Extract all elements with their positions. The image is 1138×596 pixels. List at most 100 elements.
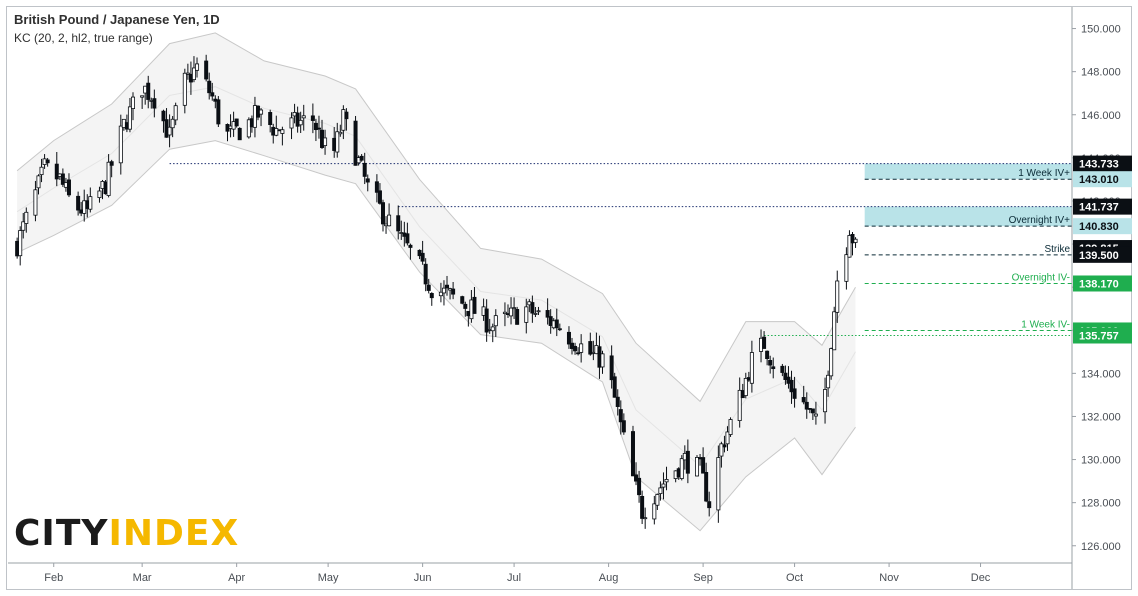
candle-body	[728, 419, 733, 435]
candle	[45, 157, 50, 167]
candle-body	[530, 302, 535, 314]
candle-body	[173, 105, 178, 121]
level-label-4: 1 Week IV-	[1021, 319, 1070, 330]
candle-body	[749, 352, 754, 384]
iv-zone-0	[864, 163, 1072, 180]
candle	[204, 54, 209, 82]
candle-body	[45, 159, 50, 164]
price-label-text: 143.010	[1079, 174, 1119, 186]
candle	[289, 112, 294, 140]
candle-body	[804, 401, 809, 410]
candle	[377, 183, 382, 205]
candle-body	[716, 457, 721, 511]
iv-zone-1	[864, 206, 1072, 227]
candle	[792, 376, 797, 408]
level-label-0: 1 Week IV+	[1018, 168, 1070, 179]
y-tick-label: 146.000	[1081, 110, 1121, 122]
candle-body	[441, 287, 446, 294]
candle	[652, 495, 657, 525]
candle	[524, 298, 529, 334]
y-tick-label: 150.000	[1081, 24, 1121, 36]
candle-body	[801, 397, 806, 403]
candle	[765, 350, 770, 366]
keltner-upper-line	[16, 32, 856, 403]
candle-body	[524, 306, 529, 323]
x-tick-label: Aug	[599, 572, 619, 584]
candle	[106, 154, 111, 198]
candle	[21, 212, 26, 239]
candle-body	[310, 115, 315, 121]
candle-body	[573, 345, 578, 352]
y-tick-label: 132.000	[1081, 411, 1121, 423]
candle	[695, 455, 700, 477]
candle-body	[576, 352, 581, 355]
candle	[835, 270, 840, 323]
candle-body	[405, 233, 410, 244]
candle	[146, 75, 151, 109]
candle-body	[853, 238, 858, 243]
candle-body	[341, 109, 346, 131]
candle	[533, 306, 538, 318]
candle-body	[588, 341, 593, 355]
candle-body	[579, 343, 584, 353]
candle-body	[161, 110, 166, 122]
keltner-band-fill	[17, 32, 856, 531]
candles	[15, 54, 858, 529]
y-tick-label: 130.000	[1081, 455, 1121, 467]
candle-body	[621, 420, 626, 433]
candle-body	[396, 215, 401, 232]
price-label-box	[1073, 246, 1132, 263]
candle-body	[630, 431, 635, 477]
x-tick-label: Dec	[971, 572, 991, 584]
candle-body	[420, 252, 425, 262]
candle-body	[771, 366, 776, 370]
candle-body	[167, 126, 172, 136]
candle	[130, 92, 135, 121]
candle	[207, 72, 212, 100]
price-label-box	[1073, 198, 1132, 215]
candle-body	[765, 350, 770, 360]
candle-body	[289, 117, 294, 129]
candle-body	[484, 308, 489, 333]
candle	[76, 191, 81, 216]
candle	[33, 180, 38, 222]
candle-body	[780, 365, 785, 373]
candle-body	[130, 96, 135, 109]
candle-body	[640, 495, 645, 519]
candle	[554, 308, 559, 337]
candle	[716, 445, 721, 523]
candle-body	[39, 166, 44, 176]
candle	[298, 111, 303, 134]
candle	[570, 337, 575, 355]
candle	[847, 230, 852, 258]
candle	[823, 377, 828, 424]
candle-body	[512, 307, 517, 310]
candle	[438, 282, 443, 303]
city-index-logo: CITYINDEX	[14, 512, 239, 556]
candle-body	[463, 303, 468, 309]
x-tick-label: May	[318, 572, 339, 584]
candle-body	[835, 280, 840, 313]
candle	[600, 350, 605, 374]
candle-body	[33, 189, 38, 216]
candle-body	[365, 178, 370, 183]
candle-body	[472, 296, 477, 314]
candle	[426, 278, 431, 294]
candle	[182, 68, 187, 114]
candle	[509, 297, 514, 325]
price-label-text: 141.737	[1079, 202, 1119, 214]
candle-body	[445, 284, 450, 289]
candle-body	[704, 472, 709, 502]
candle	[310, 103, 315, 134]
candle	[408, 243, 413, 260]
candle	[441, 280, 446, 306]
candle	[423, 258, 428, 292]
x-tick-label: Sep	[693, 572, 713, 584]
candle	[140, 95, 145, 109]
candle-body	[426, 284, 431, 291]
candle-body	[685, 450, 690, 474]
candle-body	[823, 389, 828, 413]
candle-body	[609, 355, 614, 381]
candle-body	[438, 291, 443, 297]
